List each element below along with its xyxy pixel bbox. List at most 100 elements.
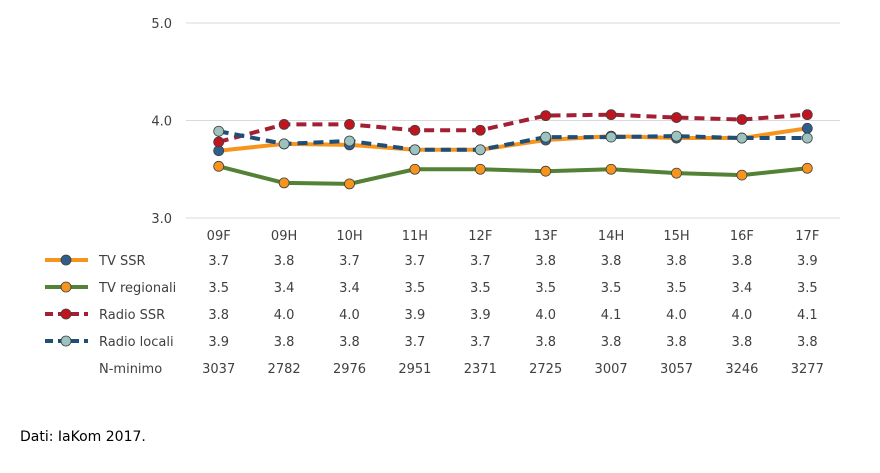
data-point [736, 132, 748, 144]
data-point [801, 162, 813, 174]
table-cell: 3277 [791, 362, 824, 377]
data-point [605, 131, 617, 143]
data-label: 3.5 [797, 281, 818, 296]
data-label: 4.1 [797, 308, 818, 323]
data-point [278, 177, 290, 189]
y-tick-label: 5.0 [151, 17, 172, 32]
data-point [605, 163, 617, 175]
data-label: 3.7 [405, 335, 426, 350]
table-cell: 2725 [529, 362, 562, 377]
data-label: 3.8 [339, 335, 360, 350]
data-point [801, 132, 813, 144]
data-point [540, 165, 552, 177]
legend-key-marker [60, 308, 72, 320]
category-label: 14H [598, 229, 624, 244]
data-point [736, 114, 748, 125]
data-point [540, 131, 552, 143]
data-label: 3.5 [666, 281, 687, 296]
data-label: 3.8 [666, 335, 687, 350]
data-label: 4.0 [535, 308, 556, 323]
legend-label: Radio SSR [99, 308, 165, 323]
data-label: 3.8 [274, 254, 295, 269]
data-label: 3.5 [470, 281, 491, 296]
table-cell: 3057 [660, 362, 693, 377]
data-label: 3.8 [274, 335, 295, 350]
data-label: 3.5 [208, 281, 229, 296]
table-row-label: N-minimo [99, 362, 162, 377]
table-cell: 2976 [333, 362, 366, 377]
data-point [409, 144, 421, 156]
series-line [218, 164, 808, 186]
data-label: 3.7 [470, 335, 491, 350]
series-line [218, 129, 808, 152]
data-point [409, 163, 421, 175]
data-point [540, 110, 552, 122]
data-point [671, 112, 682, 123]
category-label: 10H [336, 229, 362, 244]
category-label: 09F [207, 229, 231, 244]
series-lines [213, 109, 813, 190]
data-point [278, 138, 290, 150]
legend-label: Radio locali [99, 335, 174, 350]
series-line [218, 112, 808, 144]
data-label: 3.9 [470, 308, 491, 323]
category-label: 13F [534, 229, 558, 244]
data-label: 3.8 [535, 254, 556, 269]
data-point [344, 135, 355, 147]
table-cell: 3246 [725, 362, 758, 377]
legend-label: TV regionali [98, 281, 176, 296]
data-label: 3.7 [405, 254, 426, 269]
data-label: 4.1 [601, 308, 622, 323]
data-label: 3.9 [208, 335, 229, 350]
data-label: 3.8 [732, 335, 753, 350]
data-point [213, 136, 225, 148]
table-cell: 3007 [595, 362, 628, 377]
y-tick-label: 3.0 [151, 212, 172, 227]
data-point [344, 178, 355, 190]
data-label: 3.4 [274, 281, 295, 296]
data-label: 3.5 [601, 281, 622, 296]
data-point [409, 124, 421, 136]
table-cell: 2371 [464, 362, 497, 377]
data-label: 3.7 [339, 254, 360, 269]
data-label: 3.9 [405, 308, 426, 323]
legend-key-marker [60, 281, 72, 293]
data-point [736, 169, 748, 181]
data-point [671, 167, 682, 179]
category-label: 11H [402, 229, 428, 244]
data-label: 3.7 [208, 254, 229, 269]
category-label: 12F [468, 229, 492, 244]
data-label: 3.8 [601, 254, 622, 269]
table-cell: 3037 [202, 362, 235, 377]
series-line [218, 126, 808, 153]
category-labels: 09F 09H 10H 11H 12F 13F 14H 15H 16F 17F [207, 229, 820, 244]
data-point [474, 144, 486, 156]
data-label: 3.7 [470, 254, 491, 269]
data-label: 3.8 [601, 335, 622, 350]
legend-key-marker [60, 254, 72, 266]
source-note: Dati: IaKom 2017. [20, 429, 146, 445]
data-point [344, 119, 355, 130]
data-label: 4.0 [666, 308, 687, 323]
data-label: 3.8 [535, 335, 556, 350]
category-label: 16F [730, 229, 754, 244]
data-label: 3.8 [797, 335, 818, 350]
category-label: 09H [271, 229, 297, 244]
category-label: 15H [663, 229, 689, 244]
data-point [474, 124, 486, 136]
data-label: 3.8 [208, 308, 229, 323]
data-label: 4.0 [732, 308, 753, 323]
data-point [213, 160, 225, 172]
data-label: 4.0 [339, 308, 360, 323]
category-label: 17F [795, 229, 819, 244]
data-label: 3.4 [339, 281, 360, 296]
line-chart: 3.0 4.0 5.0 09F 09H 10H 11H 12F 13F 14H 15H 16F 17F… [45, 17, 840, 377]
legend-label: TV SSR [98, 254, 146, 269]
data-point [801, 109, 813, 121]
data-point [278, 119, 290, 130]
data-label: 3.9 [797, 254, 818, 269]
legend-key-marker [60, 335, 72, 347]
data-table: TV SSR 3.7 3.8 3.7 3.7 3.7 3.8 3.8 3.8 3.8 3.9 TV r… [45, 254, 824, 377]
data-point [605, 109, 617, 121]
data-label: 3.4 [732, 281, 753, 296]
